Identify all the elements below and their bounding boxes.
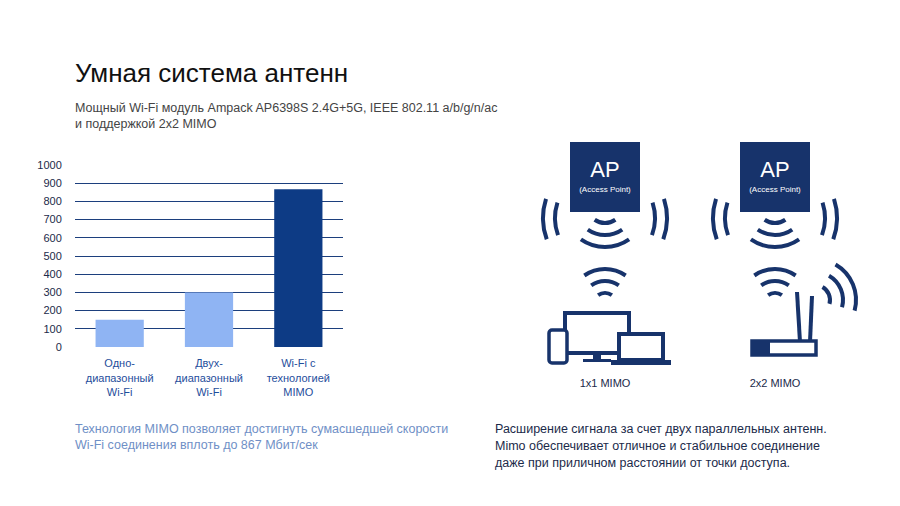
svg-text:AP: AP	[590, 157, 619, 182]
html-text:Расширение сигнала за счет дву: Расширение сигнала за счет двух параллел…	[495, 422, 827, 470]
svg-text:500: 500	[43, 250, 61, 262]
svg-text:AP: AP	[760, 157, 789, 182]
svg-text:200: 200	[43, 304, 61, 316]
svg-text:100: 100	[43, 323, 61, 335]
svg-text:(Access Point): (Access Point)	[749, 185, 801, 194]
svg-text:700: 700	[43, 213, 61, 225]
svg-text:300: 300	[43, 286, 61, 298]
svg-text:1000: 1000	[37, 159, 61, 171]
svg-text:Двух-диапазонныйWi-Fi: Двух-диапазонныйWi-Fi	[175, 357, 243, 398]
svg-text:Wi-Fi стехнологиейMIMO: Wi-Fi стехнологиейMIMO	[267, 357, 330, 398]
svg-text:0: 0	[56, 341, 62, 353]
svg-text:600: 600	[43, 232, 61, 244]
svg-text:1x1 MIMO: 1x1 MIMO	[580, 377, 631, 389]
svg-text:400: 400	[43, 268, 61, 280]
html-text:Технология MIMO позволяет дост: Технология MIMO позволяет достигнуть сум…	[75, 422, 449, 452]
svg-text:(Access Point): (Access Point)	[579, 185, 631, 194]
svg-text:800: 800	[43, 195, 61, 207]
html-text:Умная система антенн: Умная система антенн	[75, 58, 349, 88]
html-text:Мощный Wi-Fi модуль Ampack AP6: Мощный Wi-Fi модуль Ampack AP6398S 2.4G+…	[75, 101, 498, 131]
svg-text:Одно-диапазонныйWi-Fi: Одно-диапазонныйWi-Fi	[86, 357, 154, 398]
svg-text:2x2 MIMO: 2x2 MIMO	[750, 377, 801, 389]
svg-text:900: 900	[43, 177, 61, 189]
